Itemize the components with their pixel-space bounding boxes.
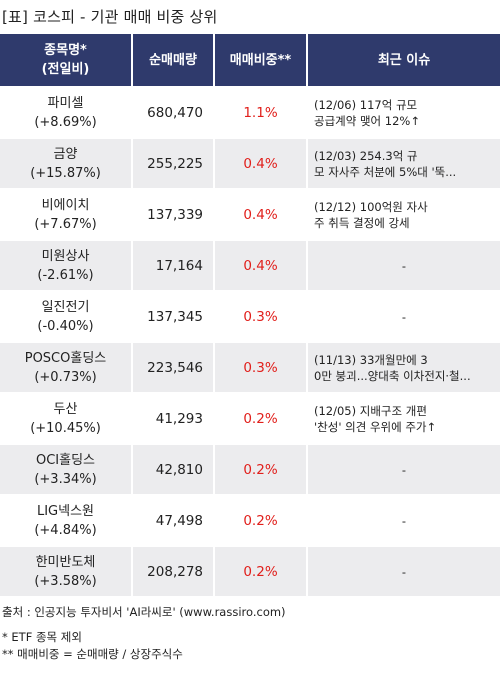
- ratio-cell: 0.2%: [215, 496, 308, 547]
- stock-change: (+10.45%): [30, 420, 101, 436]
- stock-name-cell: LIG넥스원 (+4.84%): [0, 496, 133, 547]
- stock-change: (+15.87%): [30, 165, 101, 181]
- issue-text: -: [401, 513, 407, 528]
- issue-cell: -: [308, 547, 500, 598]
- table-row: LIG넥스원 (+4.84%) 47,498 0.2% -: [0, 496, 500, 547]
- net-volume-cell: 41,293: [133, 394, 215, 445]
- source-note: 출처 : 인공지능 투자비서 'AI라씨로' (www.rassiro.com): [2, 605, 286, 619]
- issue-cell: -: [308, 241, 500, 292]
- table-body: 파미셀 (+8.69%) 680,470 1.1% (12/06) 117억 규모 공급…: [0, 88, 500, 598]
- issue-text: -: [401, 258, 407, 273]
- issue-cell: (12/05) 지배구조 개편 '찬성' 의견 우위에 주가↑: [308, 394, 500, 445]
- issue-cell: (11/13) 33개월만에 3 0만 붕괴...양대축 이차전지·철...: [308, 343, 500, 394]
- ratio-cell: 0.2%: [215, 547, 308, 598]
- ratio-cell: 0.4%: [215, 139, 308, 190]
- stock-change: (+8.69%): [34, 114, 97, 130]
- stock-name-cell: OCI홀딩스 (+3.34%): [0, 445, 133, 496]
- table-row: 금양 (+15.87%) 255,225 0.4% (12/03) 254.3억 규 모…: [0, 139, 500, 190]
- issue-text: (11/13) 33개월만에 3 0만 붕괴...양대축 이차전지·철...: [314, 352, 471, 383]
- issue-text: -: [401, 309, 407, 324]
- column-header-name: 종목명* (전일비): [0, 34, 133, 88]
- ratio-cell: 0.2%: [215, 445, 308, 496]
- table-row: 파미셀 (+8.69%) 680,470 1.1% (12/06) 117억 규모 공급…: [0, 88, 500, 139]
- issue-text: (12/03) 254.3억 규 모 자사주 처분에 5%대 '뚝...: [314, 148, 457, 179]
- stock-name-cell: 비에이치 (+7.67%): [0, 190, 133, 241]
- stock-change: (-0.40%): [37, 318, 94, 334]
- table-row: 일진전기 (-0.40%) 137,345 0.3% -: [0, 292, 500, 343]
- issue-text: -: [401, 564, 407, 579]
- net-volume-cell: 680,470: [133, 88, 215, 139]
- net-volume-cell: 137,345: [133, 292, 215, 343]
- net-volume-cell: 42,810: [133, 445, 215, 496]
- stock-change: (+4.84%): [34, 522, 97, 538]
- stock-name-cell: 한미반도체 (+3.58%): [0, 547, 133, 598]
- issue-text: (12/06) 117억 규모 공급계약 맺어 12%↑: [314, 97, 420, 128]
- table-row: 미원상사 (-2.61%) 17,164 0.4% -: [0, 241, 500, 292]
- stock-name: LIG넥스원: [36, 503, 95, 519]
- table-row: 두산 (+10.45%) 41,293 0.2% (12/05) 지배구조 개편 '찬성…: [0, 394, 500, 445]
- issue-cell: -: [308, 292, 500, 343]
- net-volume-cell: 17,164: [133, 241, 215, 292]
- column-header-ratio: 매매비중**: [215, 34, 308, 88]
- table-row: POSCO홀딩스 (+0.73%) 223,546 0.3% (11/13) 33개월만…: [0, 343, 500, 394]
- issue-text: (12/05) 지배구조 개편 '찬성' 의견 우위에 주가↑: [314, 403, 437, 434]
- stock-name: OCI홀딩스: [35, 452, 96, 468]
- stock-change: (-2.61%): [37, 267, 94, 283]
- net-volume-cell: 223,546: [133, 343, 215, 394]
- issue-text: -: [401, 462, 407, 477]
- stock-name: POSCO홀딩스: [24, 350, 107, 366]
- stock-name: 파미셀: [47, 95, 84, 111]
- stock-name-cell: 금양 (+15.87%): [0, 139, 133, 190]
- table-row: 비에이치 (+7.67%) 137,339 0.4% (12/12) 100억원 자사 …: [0, 190, 500, 241]
- ratio-cell: 0.4%: [215, 190, 308, 241]
- stock-name: 일진전기: [41, 299, 90, 315]
- stock-change: (+0.73%): [34, 369, 97, 385]
- table-header-row: 종목명* (전일비) 순매매량 매매비중** 최근 이슈: [0, 34, 500, 88]
- ratio-cell: 0.4%: [215, 241, 308, 292]
- trading-ratio-table: 종목명* (전일비) 순매매량 매매비중** 최근 이슈 파미셀 (+8.69%)…: [0, 34, 500, 598]
- net-volume-cell: 208,278: [133, 547, 215, 598]
- table-row: 한미반도체 (+3.58%) 208,278 0.2% -: [0, 547, 500, 598]
- stock-name: 금양: [53, 146, 78, 162]
- issue-cell: -: [308, 445, 500, 496]
- issue-cell: -: [308, 496, 500, 547]
- stock-change: (+3.34%): [34, 471, 97, 487]
- page-title: [표] 코스피 - 기관 매매 비중 상위: [2, 8, 218, 26]
- stock-change: (+7.67%): [34, 216, 97, 232]
- stock-change: (+3.58%): [34, 573, 97, 589]
- stock-name-cell: 두산 (+10.45%): [0, 394, 133, 445]
- stock-name-cell: 파미셀 (+8.69%): [0, 88, 133, 139]
- column-header-name-line1: 종목명*: [44, 43, 87, 58]
- stock-name-cell: POSCO홀딩스 (+0.73%): [0, 343, 133, 394]
- ratio-cell: 1.1%: [215, 88, 308, 139]
- ratio-cell: 0.2%: [215, 394, 308, 445]
- column-header-issue: 최근 이슈: [308, 34, 500, 88]
- issue-text: (12/12) 100억원 자사 주 취득 결정에 강세: [314, 199, 428, 230]
- table-row: OCI홀딩스 (+3.34%) 42,810 0.2% -: [0, 445, 500, 496]
- net-volume-cell: 47,498: [133, 496, 215, 547]
- ratio-cell: 0.3%: [215, 343, 308, 394]
- issue-cell: (12/03) 254.3억 규 모 자사주 처분에 5%대 '뚝...: [308, 139, 500, 190]
- column-header-name-line2: (전일비): [41, 62, 90, 77]
- ratio-cell: 0.3%: [215, 292, 308, 343]
- stock-name: 한미반도체: [35, 554, 96, 570]
- footnote-ratio: ** 매매비중 = 순매매량 / 상장주식수: [2, 647, 183, 661]
- issue-cell: (12/12) 100억원 자사 주 취득 결정에 강세: [308, 190, 500, 241]
- column-header-net-volume: 순매매량: [133, 34, 215, 88]
- stock-name-cell: 일진전기 (-0.40%): [0, 292, 133, 343]
- stock-name-cell: 미원상사 (-2.61%): [0, 241, 133, 292]
- footnote-etf: * ETF 종목 제외: [2, 630, 82, 644]
- net-volume-cell: 255,225: [133, 139, 215, 190]
- stock-name: 두산: [53, 401, 78, 417]
- stock-name: 비에이치: [41, 197, 90, 213]
- issue-cell: (12/06) 117억 규모 공급계약 맺어 12%↑: [308, 88, 500, 139]
- net-volume-cell: 137,339: [133, 190, 215, 241]
- footer: 출처 : 인공지능 투자비서 'AI라씨로' (www.rassiro.com)…: [0, 604, 500, 663]
- stock-name: 미원상사: [41, 248, 90, 264]
